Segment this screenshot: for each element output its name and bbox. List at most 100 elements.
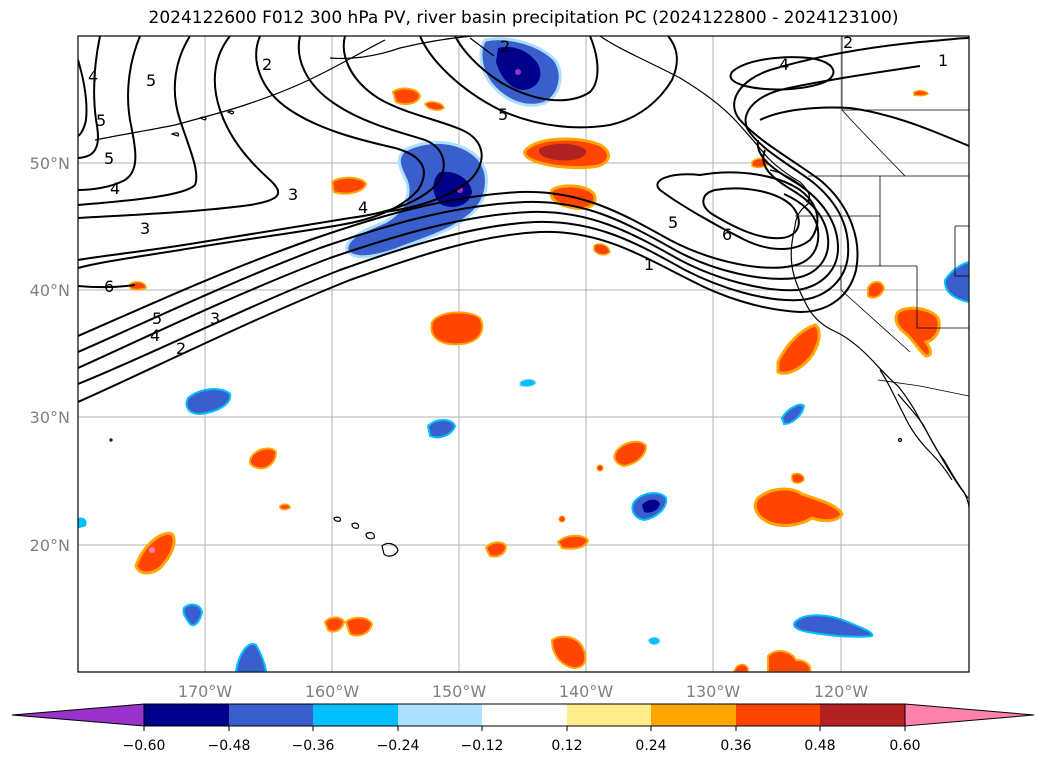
contour-label: 5 <box>104 149 114 168</box>
pos-blob-10n-128w <box>733 663 749 672</box>
coast-southeast-alaska <box>599 36 969 499</box>
neg-blob-20n-179w <box>78 517 87 528</box>
border-bc-ab <box>841 109 906 177</box>
colorbar-ticks <box>143 726 906 731</box>
border-nv-az <box>916 266 969 329</box>
colorbar-segment <box>482 704 567 726</box>
pos-blob-23n-124w <box>753 487 844 527</box>
pos-blob-40n-117w <box>867 281 886 299</box>
contour-label: 5 <box>152 309 162 328</box>
colorbar-segment <box>144 704 229 726</box>
pos-blob-26n-167w <box>249 447 278 470</box>
colorbar-label: −0.60 <box>123 738 166 754</box>
lat-tick-labels: 50°N 40°N 30°N 20°N <box>30 154 70 555</box>
contour-label: 2 <box>176 339 186 358</box>
islands <box>109 110 903 557</box>
contour-label: 2 <box>262 55 272 74</box>
contour-north-big <box>419 36 678 129</box>
contour-label: 5 <box>498 105 508 124</box>
pos-blob-14n-158w <box>344 616 374 637</box>
colorbar-label: 0.24 <box>635 738 666 754</box>
island-small-2 <box>897 437 903 443</box>
contour-label: 4 <box>110 179 120 198</box>
colorbar-frame <box>143 703 906 727</box>
pos-blob-52n-140w-core <box>538 143 587 161</box>
pos-blob-20n-140w <box>556 534 590 550</box>
pos-blob-27n-136w <box>613 440 648 468</box>
lon-tick-label: 130°W <box>686 682 741 701</box>
gridlines <box>78 36 969 672</box>
pos-blob-43n-139w <box>593 243 611 256</box>
coast-alaska-peninsula <box>94 39 386 141</box>
border-ca-nv <box>840 266 911 353</box>
contour-5 <box>78 190 820 337</box>
border-us-mexico <box>877 379 969 397</box>
island-oahu <box>351 522 360 529</box>
contour-label: 6 <box>722 225 732 244</box>
colorbar-segment <box>313 704 398 726</box>
island-kauai <box>333 516 342 522</box>
island-aleutian-1 <box>170 132 180 137</box>
pos-blob-49n-158w <box>330 176 368 195</box>
colorbar-label: −0.12 <box>461 738 504 754</box>
island-maui <box>365 532 375 540</box>
map-title: 2024122600 F012 300 hPa PV, river basin … <box>148 8 899 28</box>
contour-left-2 <box>78 36 280 219</box>
colorbar-label: −0.48 <box>208 738 251 754</box>
island-hawaii-big <box>381 542 399 557</box>
contour-label: 3 <box>288 185 298 204</box>
contour-left-5 <box>78 36 101 159</box>
lon-tick-labels: 170°W 160°W 150°W 140°W 130°W 120°W <box>178 682 869 701</box>
border-mt <box>954 225 969 277</box>
contour-6 <box>656 171 819 250</box>
coast-alaska-south <box>329 36 473 60</box>
contour-mid-5 <box>342 36 483 213</box>
pos-blob-34n-123w <box>776 323 821 375</box>
contour-3 <box>78 139 840 369</box>
colorbar-label: −0.24 <box>377 738 420 754</box>
map-area <box>78 36 969 672</box>
contour-label: 1 <box>938 51 948 70</box>
neg-blob-gulf-alaska-core <box>496 46 541 90</box>
neg-blob-13n-145w <box>647 636 661 646</box>
colorbar-label: 0.60 <box>889 738 920 754</box>
pos-blob-19n-172w <box>134 531 176 575</box>
colorbar-label: 0.36 <box>720 738 751 754</box>
coast-baja-west <box>879 369 953 481</box>
contour-ring-ne <box>759 106 969 147</box>
pos-blob-57n-116w <box>913 89 930 97</box>
contour-label: 4 <box>88 67 98 86</box>
neg-blob-33n-140w <box>519 378 537 388</box>
pos-blob-14n-160w <box>323 616 346 633</box>
contour-6-inner <box>702 187 800 240</box>
contour-tail-6 <box>78 284 136 289</box>
lon-tick-label: 160°W <box>305 682 360 701</box>
contour-label: 5 <box>96 111 106 130</box>
colorbar-segment <box>736 704 820 726</box>
contour-label: 5 <box>146 71 156 90</box>
precip-pc-shading <box>78 37 969 672</box>
lon-tick-label: 150°W <box>432 682 487 701</box>
borders <box>792 36 969 397</box>
contour-left-6 <box>78 59 88 137</box>
colorbar-label: 0.48 <box>804 738 835 754</box>
lon-tick-label: 170°W <box>178 682 233 701</box>
pos-blob-36n-152w <box>430 311 484 346</box>
lat-tick-label: 20°N <box>30 536 70 555</box>
contour-label: 2 <box>843 33 853 52</box>
contour-2 <box>78 65 921 385</box>
coast-baja <box>897 393 969 509</box>
island-aleutian-3 <box>226 110 235 115</box>
border-ak-yukon <box>841 36 969 111</box>
neg-blob-gulf-alaska-peak <box>515 69 521 75</box>
pos-blob-12n-141w <box>550 635 587 670</box>
neg-blob-13n-174w <box>182 603 204 627</box>
colorbar-segment <box>229 704 313 726</box>
pos-dot-27n-139w <box>596 464 604 472</box>
contour-labels: 2 4 5 2 5 5 4 3 4 3 6 5 4 3 2 5 6 1 4 2 … <box>88 33 948 358</box>
map-border <box>77 35 970 673</box>
lat-tick-label: 40°N <box>30 281 70 300</box>
contour-label: 1 <box>644 255 654 274</box>
neg-blob-24n-135w-core <box>642 499 660 513</box>
pos-dot-21n-143w <box>149 547 155 553</box>
